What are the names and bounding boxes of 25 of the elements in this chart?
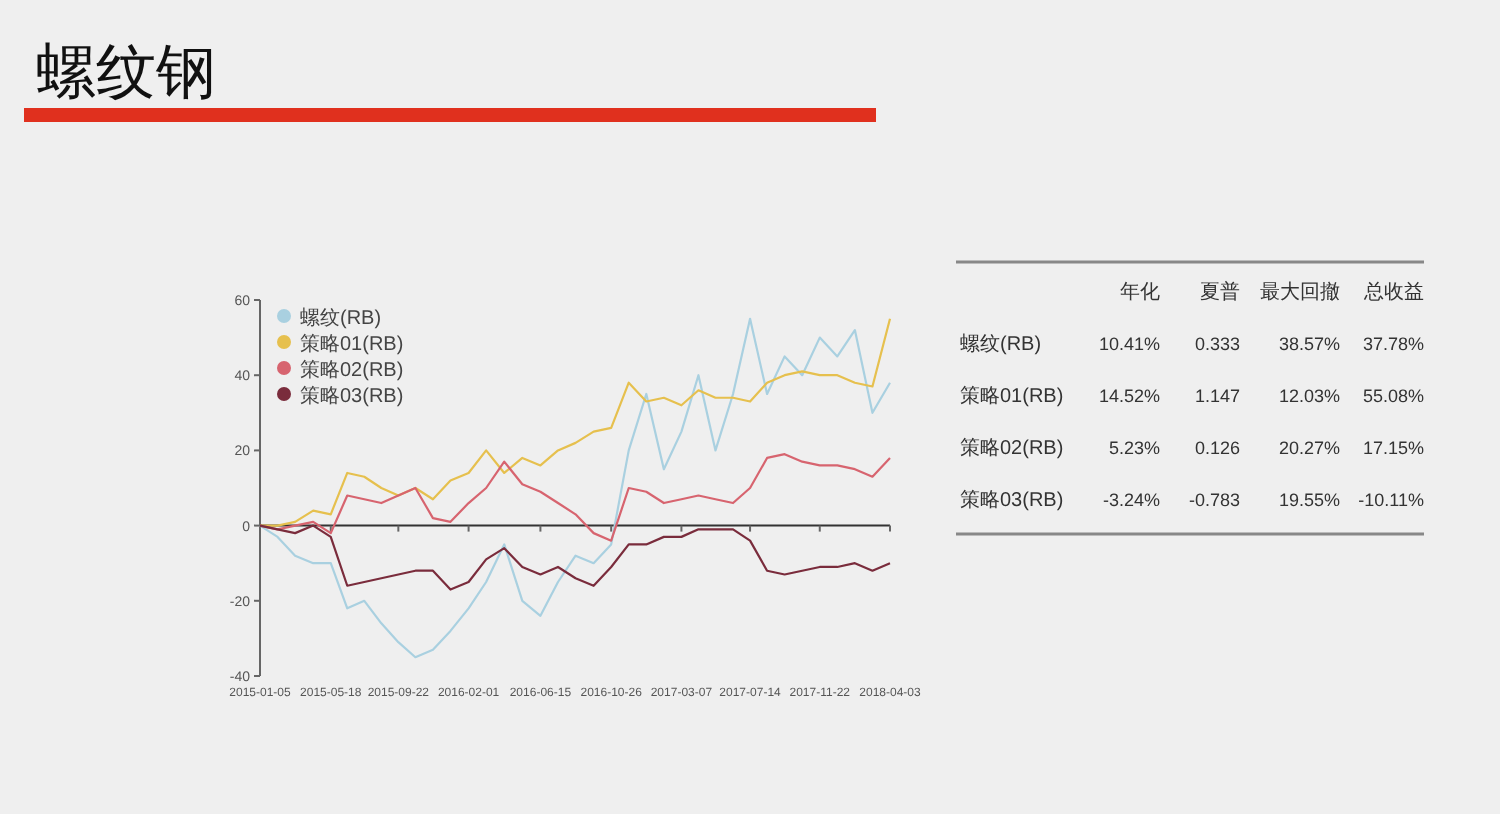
text: -3.24% — [1102, 490, 1160, 510]
text: 55.08% — [1362, 386, 1424, 406]
text: 37.78% — [1362, 334, 1424, 354]
category-label: 策略02(RB) — [960, 438, 1064, 460]
text: 19.55% — [1278, 490, 1340, 510]
text: 1.147 — [1194, 386, 1240, 406]
text: 0.333 — [1194, 334, 1240, 354]
text: 17.15% — [1362, 438, 1424, 458]
text: 0.126 — [1194, 438, 1240, 458]
category-label: 策略01(RB) — [960, 386, 1064, 408]
text: 10.41% — [1098, 334, 1160, 354]
text: 12.03% — [1278, 386, 1340, 406]
text: 20.27% — [1278, 438, 1340, 458]
category-label: 策略03(RB) — [960, 490, 1064, 512]
text: -10.11% — [1358, 490, 1424, 510]
category-label: 夏普 — [1200, 280, 1240, 304]
text: -0.783 — [1188, 490, 1240, 510]
text: 38.57% — [1278, 334, 1340, 354]
category-label: 总收益 — [1362, 280, 1424, 304]
text: 14.52% — [1098, 386, 1160, 406]
category-label: 年化 — [1120, 280, 1160, 304]
category-label: 最大回撤 — [1260, 280, 1340, 304]
text: 5.23% — [1108, 438, 1160, 458]
title: 螺纹钢 — [36, 40, 216, 106]
category-label: 螺纹(RB) — [960, 334, 1042, 356]
